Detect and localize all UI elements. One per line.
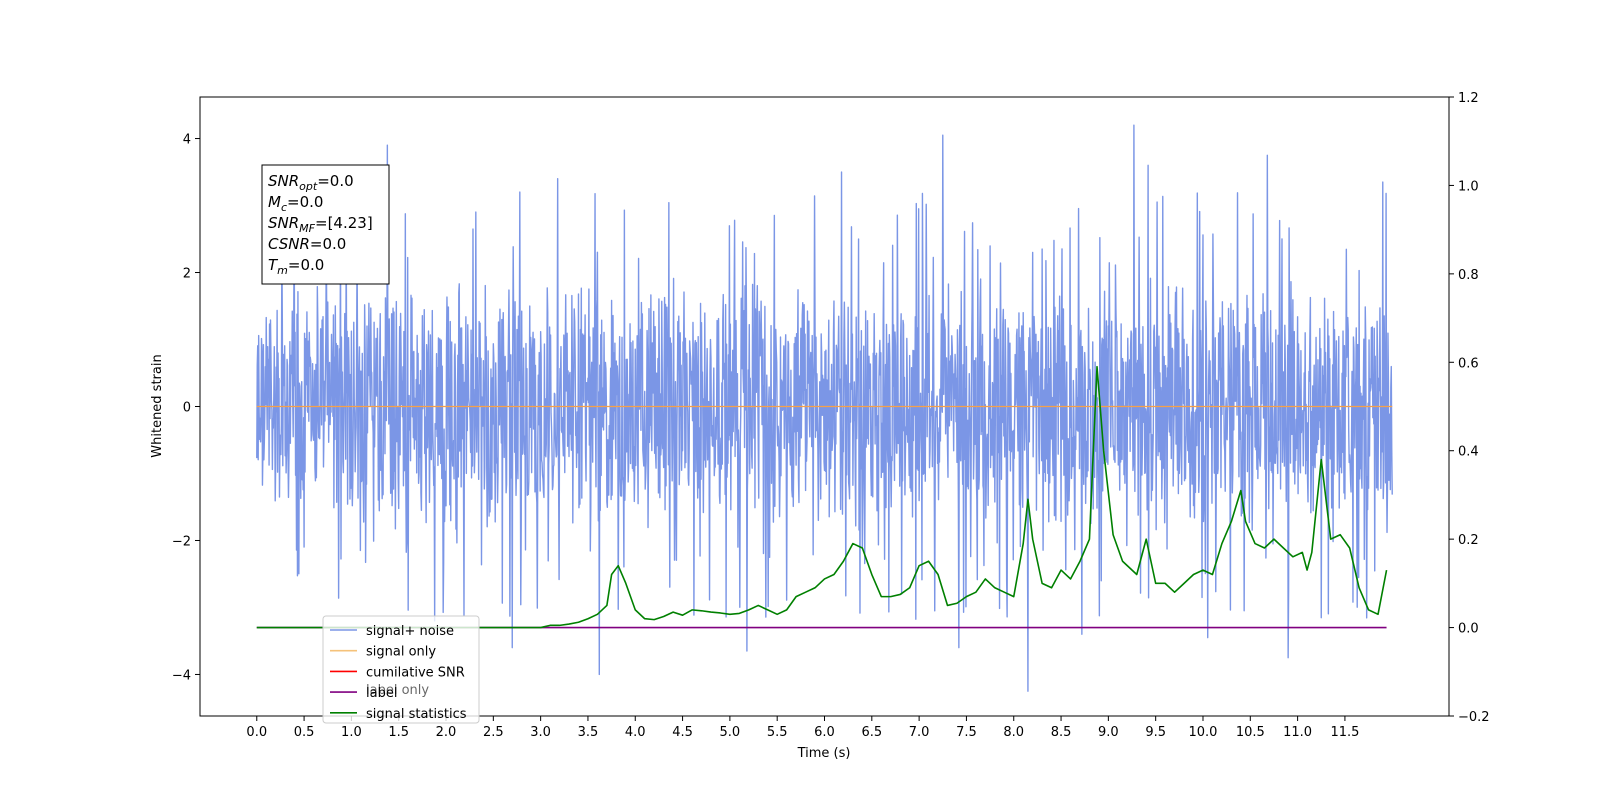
legend: label only signal+ noise signal only cumila…: [322, 615, 480, 724]
legend-entry-label: label: [366, 686, 397, 701]
x-tick-label: 2.0: [436, 725, 457, 740]
x-tick-label: 3.5: [578, 725, 599, 740]
legend-entry-label: signal only: [366, 645, 436, 660]
x-tick-label: 9.0: [1098, 725, 1119, 740]
y2-tick-label: 0.0: [1458, 622, 1479, 637]
legend-entry-label: cumilative SNR: [366, 665, 465, 680]
y2-tick-label: 0.4: [1458, 445, 1479, 460]
legend-frame: [322, 615, 480, 724]
x-tick-label: 10.0: [1189, 725, 1218, 740]
y-tick-label: 0: [183, 401, 191, 416]
legend-entry-label: signal statistics: [366, 707, 467, 722]
x-tick-label: 2.5: [483, 725, 504, 740]
x-tick-label: 10.5: [1236, 725, 1265, 740]
y-axis-right: −0.2 0.0 0.2 0.4 0.6 0.8 1.0 1.2: [1449, 91, 1490, 725]
x-tick-label: 6.0: [814, 725, 835, 740]
y-axis-left: −4 −2 0 2 4: [172, 133, 200, 683]
x-axis-label: Time (s): [797, 746, 851, 761]
x-tick-label: 11.5: [1330, 725, 1359, 740]
x-tick-label: 1.5: [388, 725, 409, 740]
signal-noise-series: [256, 124, 1393, 692]
x-tick-label: 9.5: [1145, 725, 1166, 740]
legend-entry-label: signal+ noise: [366, 624, 454, 639]
legend-hidden-label: label only: [366, 683, 429, 698]
annotation-line: SNRMF=[4.23]: [268, 214, 373, 235]
y2-tick-label: 1.2: [1458, 91, 1479, 106]
annotation-frame: [261, 164, 390, 285]
x-tick-label: 1.0: [341, 725, 362, 740]
x-tick-label: 0.5: [294, 725, 315, 740]
y2-tick-label: −0.2: [1458, 710, 1490, 725]
x-tick-label: 8.5: [1051, 725, 1072, 740]
x-tick-label: 7.5: [956, 725, 977, 740]
annotation-line: Tm=0.0: [268, 256, 324, 277]
y2-tick-label: 0.6: [1458, 356, 1479, 371]
x-tick-label: 5.5: [767, 725, 788, 740]
y-tick-label: 2: [183, 267, 191, 282]
x-tick-label: 7.0: [909, 725, 930, 740]
y2-tick-label: 1.0: [1458, 179, 1479, 194]
y2-tick-label: 0.2: [1458, 533, 1479, 548]
x-tick-label: 4.0: [625, 725, 646, 740]
annotation-line: SNRopt=0.0: [268, 172, 354, 193]
x-tick-label: 5.0: [720, 725, 741, 740]
x-tick-label: 8.0: [1003, 725, 1024, 740]
x-tick-label: 11.0: [1283, 725, 1312, 740]
x-tick-label: 0.0: [246, 725, 267, 740]
y2-tick-label: 0.8: [1458, 268, 1479, 283]
x-tick-label: 6.5: [861, 725, 882, 740]
y-tick-label: 4: [183, 133, 191, 148]
annotation-line: Mc=0.0: [268, 193, 323, 214]
y-tick-label: −4: [172, 668, 191, 683]
y-tick-label: −2: [172, 534, 191, 549]
series-signal-noise: [256, 124, 1393, 692]
y-axis-label: Whitened strain: [150, 354, 165, 457]
x-tick-label: 3.0: [530, 725, 551, 740]
series-signal-statistics: [256, 365, 1388, 629]
x-tick-label: 4.5: [672, 725, 693, 740]
annotation-line: CSNR=0.0: [268, 235, 346, 253]
plot-area: [200, 97, 1449, 716]
x-axis: 0.0 0.5 1.0 1.5 2.0 2.5 3.0 3.5 4.0 4.5 5.0 5.5 6.0 6…: [246, 716, 1359, 740]
